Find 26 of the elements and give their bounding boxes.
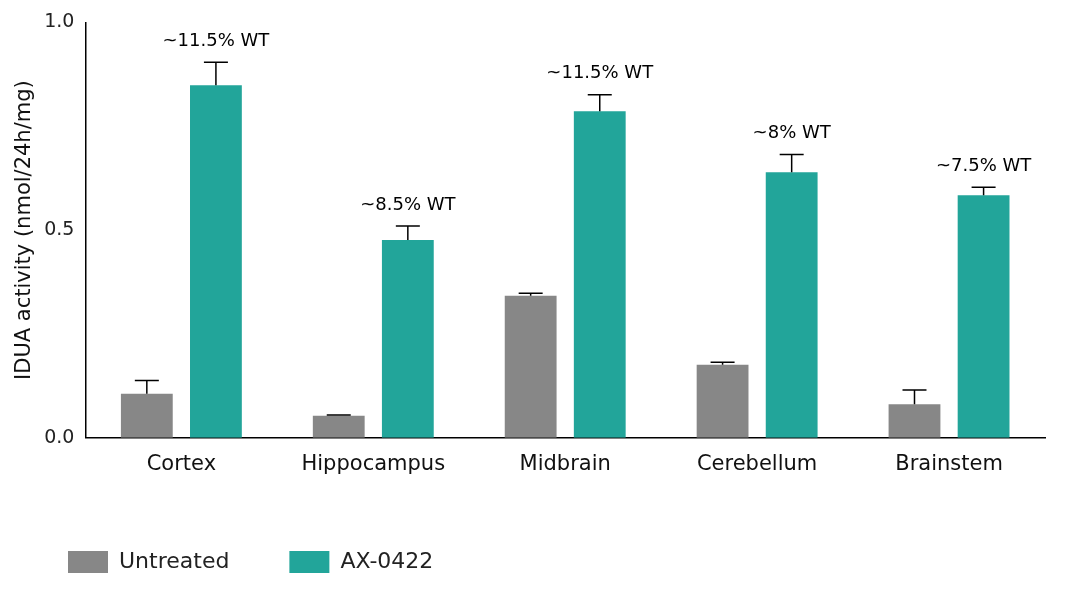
y-tick-label: 0.0	[44, 424, 75, 447]
x-tick-label: Hippocampus	[301, 450, 446, 475]
bar	[120, 393, 173, 438]
x-tick-label: Cortex	[146, 450, 217, 475]
bar	[312, 415, 365, 438]
x-tick-label: Midbrain	[519, 450, 611, 475]
x-tick-label: Cerebellum	[696, 450, 818, 475]
x-tick-label: Brainstem	[895, 450, 1003, 475]
legend-label: Untreated	[119, 547, 230, 573]
y-tick-label: 0.5	[44, 217, 75, 240]
y-axis-title: IDUA activity (nmol/24h/mg)	[11, 80, 36, 380]
bar	[190, 85, 242, 438]
legend-label: AX-0422	[340, 547, 434, 573]
annotation: ~8% WT	[752, 121, 832, 143]
bar	[696, 364, 749, 438]
annotation: ~8.5% WT	[360, 192, 457, 214]
bar	[504, 295, 557, 438]
bar	[957, 195, 1010, 438]
bar	[573, 111, 626, 438]
annotation: ~11.5% WT	[162, 28, 271, 50]
y-tick-label: 1.0	[44, 9, 75, 32]
bar	[888, 404, 941, 438]
bar	[765, 172, 818, 438]
bar	[381, 240, 434, 438]
annotation: ~11.5% WT	[546, 61, 655, 83]
annotation: ~7.5% WT	[935, 153, 1033, 175]
